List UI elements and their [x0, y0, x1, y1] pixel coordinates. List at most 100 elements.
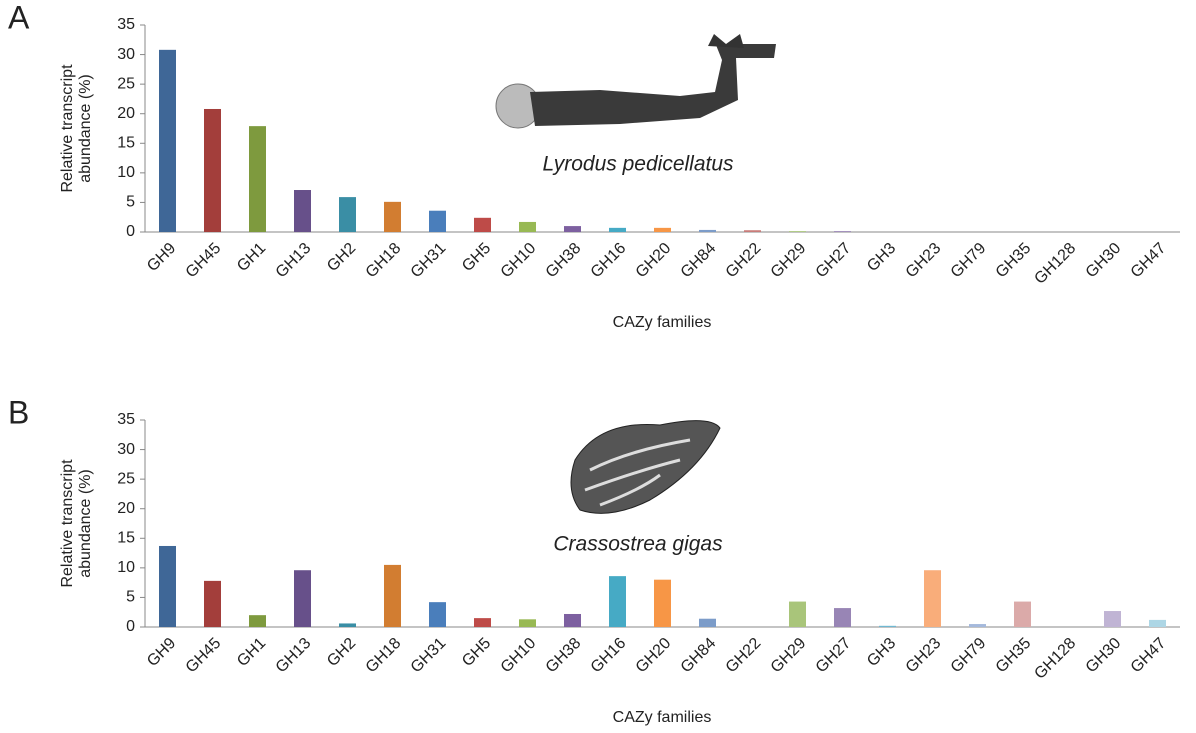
y-tick-label: 0 [126, 223, 135, 240]
x-tick-label: GH13 [273, 635, 315, 677]
x-tick-label: GH38 [543, 240, 585, 282]
x-tick-label: GH38 [543, 635, 585, 677]
bar [159, 50, 176, 232]
y-tick-label: 5 [126, 589, 135, 606]
bar [204, 109, 221, 232]
x-tick-label: GH23 [903, 240, 945, 282]
x-tick-label: GH18 [363, 635, 405, 677]
bar [1149, 620, 1166, 627]
x-tick-label: GH128 [1031, 240, 1079, 288]
bar [564, 614, 581, 627]
y-tick-label: 25 [117, 75, 135, 92]
bar [789, 602, 806, 627]
x-tick-label: GH23 [903, 635, 945, 677]
x-tick-label: GH16 [588, 240, 630, 282]
x-tick-label: GH29 [768, 635, 810, 677]
y-tick-label: 20 [117, 500, 135, 517]
bar [1014, 602, 1031, 627]
bar [609, 576, 626, 627]
bar [159, 546, 176, 627]
x-axis-title: CAZy families [613, 314, 712, 331]
y-axis-title: abundance (%) [77, 74, 94, 183]
x-tick-label: GH35 [993, 240, 1035, 282]
x-tick-label: GH79 [948, 240, 990, 282]
bar [294, 190, 311, 232]
x-tick-label: GH10 [498, 635, 540, 677]
x-tick-label: GH5 [459, 635, 494, 670]
x-tick-label: GH1 [234, 635, 269, 670]
bar [204, 581, 221, 627]
y-axis-title: Relative transcript [59, 459, 76, 588]
x-tick-label: GH47 [1128, 635, 1170, 677]
bar [519, 222, 536, 232]
y-axis-title: Relative transcript [59, 64, 76, 193]
x-tick-label: GH30 [1083, 240, 1125, 282]
x-tick-label: GH2 [324, 240, 359, 275]
y-axis-title: abundance (%) [77, 469, 94, 578]
x-tick-label: GH9 [144, 240, 179, 275]
x-tick-label: GH2 [324, 635, 359, 670]
x-tick-label: GH1 [234, 240, 269, 275]
bar [339, 623, 356, 627]
bar [744, 230, 761, 232]
x-tick-label: GH27 [813, 635, 855, 677]
x-tick-label: GH22 [723, 240, 765, 282]
bar [339, 197, 356, 232]
x-tick-label: GH20 [633, 240, 675, 282]
bar [969, 624, 986, 627]
bar [429, 211, 446, 232]
species-name: Lyrodus pedicellatus [542, 153, 734, 176]
x-axis-title: CAZy families [613, 709, 712, 726]
bar [249, 126, 266, 232]
bar [654, 228, 671, 232]
x-tick-label: GH31 [408, 635, 450, 677]
bar [474, 218, 491, 232]
panel-label: A [8, 0, 30, 35]
y-tick-label: 25 [117, 470, 135, 487]
x-tick-label: GH35 [993, 635, 1035, 677]
y-tick-label: 35 [117, 16, 135, 33]
x-tick-label: GH30 [1083, 635, 1125, 677]
x-tick-label: GH27 [813, 240, 855, 282]
bar [834, 231, 851, 232]
bar [834, 608, 851, 627]
bar [699, 230, 716, 232]
x-tick-label: GH22 [723, 635, 765, 677]
bar [294, 570, 311, 627]
y-tick-label: 5 [126, 194, 135, 211]
x-tick-label: GH31 [408, 240, 450, 282]
x-tick-label: GH29 [768, 240, 810, 282]
y-tick-label: 35 [117, 411, 135, 428]
x-tick-label: GH16 [588, 635, 630, 677]
x-tick-label: GH3 [864, 635, 899, 670]
bar [699, 619, 716, 627]
bar [879, 626, 896, 627]
y-tick-label: 0 [126, 618, 135, 635]
x-tick-label: GH79 [948, 635, 990, 677]
worm-illustration [496, 34, 776, 128]
bar [609, 228, 626, 232]
bar [924, 570, 941, 627]
x-tick-label: GH128 [1031, 635, 1079, 683]
x-tick-label: GH10 [498, 240, 540, 282]
y-tick-label: 15 [117, 530, 135, 547]
x-tick-label: GH84 [678, 635, 720, 677]
bar [789, 231, 806, 232]
x-tick-label: GH3 [864, 240, 899, 275]
x-tick-label: GH45 [183, 240, 225, 282]
bar [654, 580, 671, 627]
x-tick-label: GH84 [678, 240, 720, 282]
panel-label: B [8, 394, 29, 430]
y-tick-label: 30 [117, 46, 135, 63]
x-tick-label: GH45 [183, 635, 225, 677]
x-tick-label: GH9 [144, 635, 179, 670]
y-tick-label: 10 [117, 164, 135, 181]
y-tick-label: 30 [117, 441, 135, 458]
bar [429, 602, 446, 627]
x-tick-label: GH20 [633, 635, 675, 677]
oyster-illustration [571, 421, 720, 514]
bar [384, 202, 401, 232]
bar [249, 615, 266, 627]
x-tick-label: GH47 [1128, 240, 1170, 282]
y-tick-label: 10 [117, 559, 135, 576]
